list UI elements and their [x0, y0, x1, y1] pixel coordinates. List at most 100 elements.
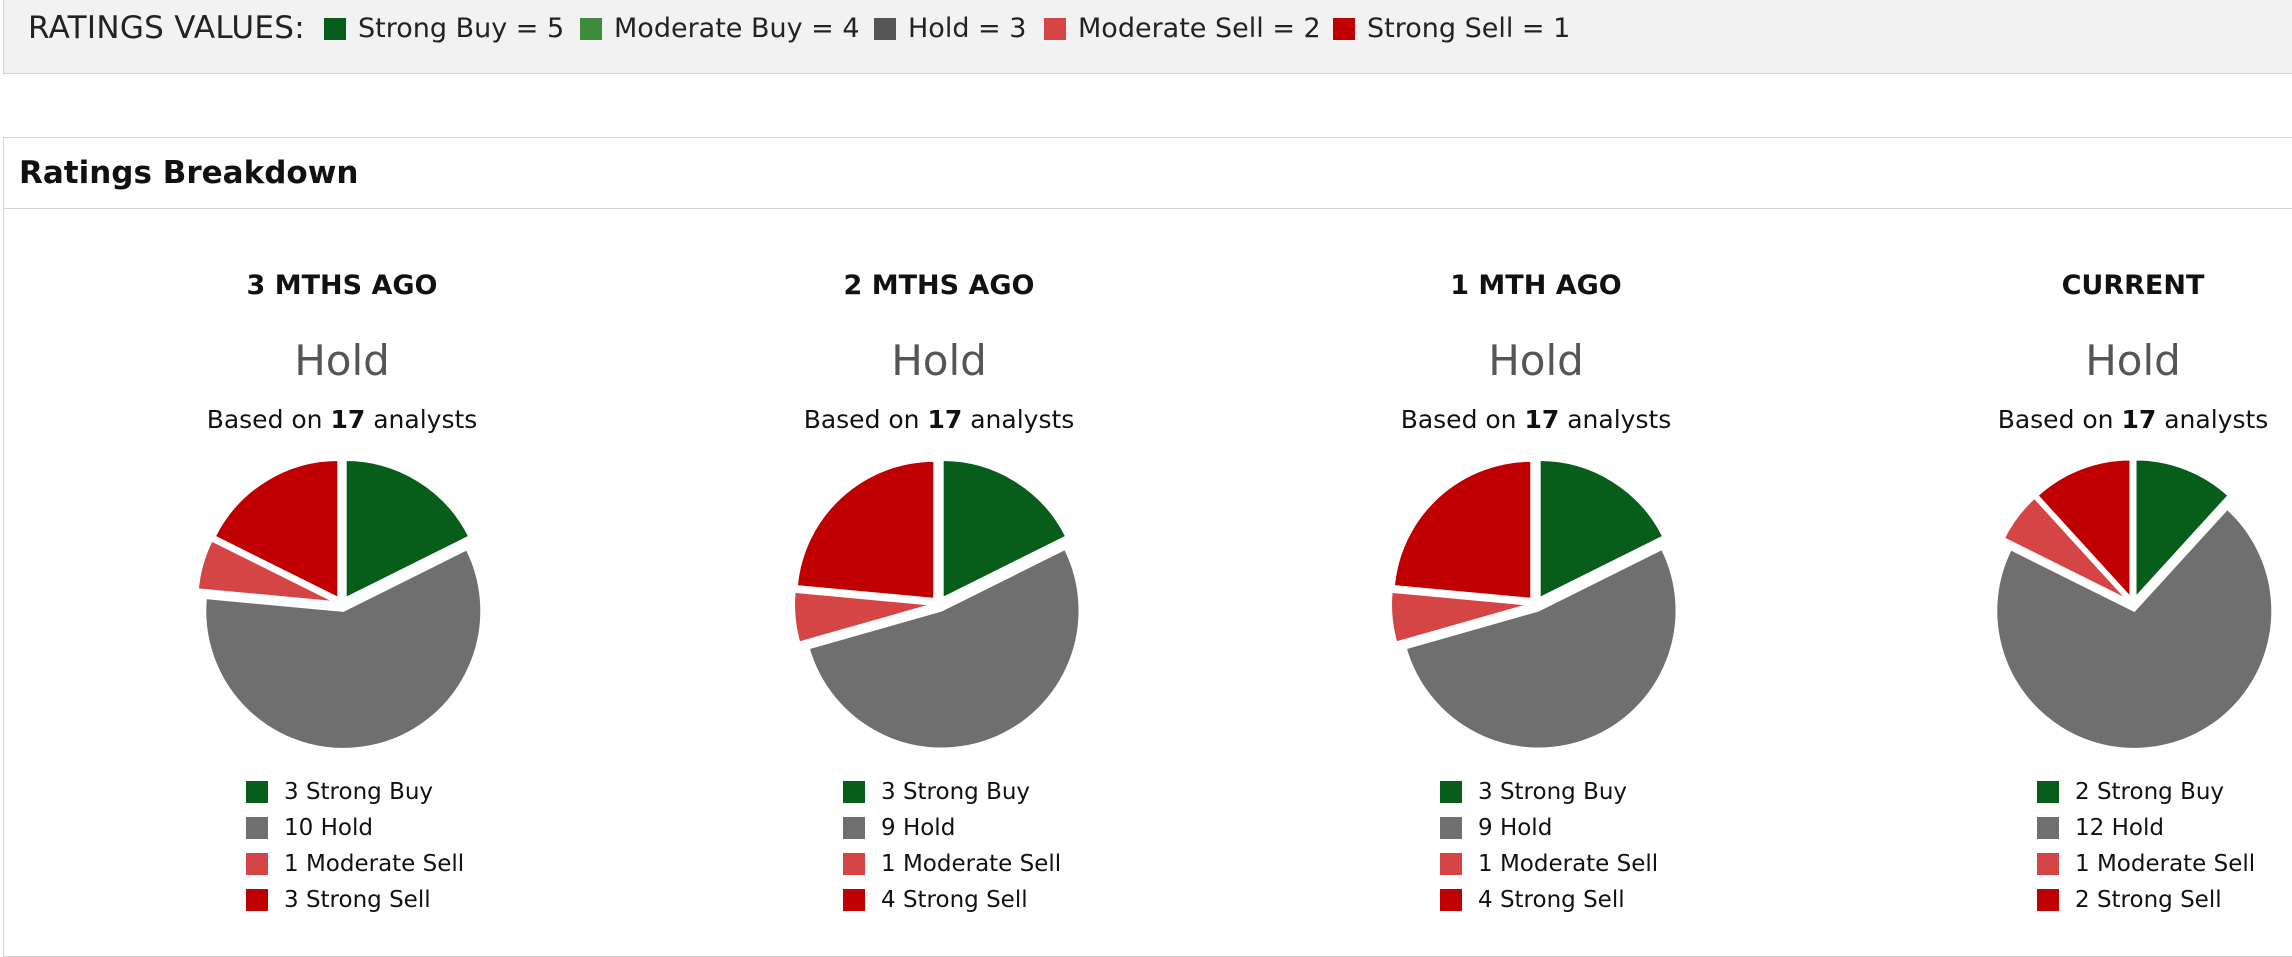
chart-1-slice-hold[interactable] — [204, 548, 483, 750]
chart-4-slice-moderate-sell[interactable] — [2002, 496, 2129, 601]
chart-3-legend-label: 1 Moderate Sell — [1478, 851, 1659, 877]
strong-sell-swatch — [2037, 889, 2059, 911]
chart-4-legend-hold: 12 Hold — [2037, 810, 2255, 846]
chart-2-slice-hold[interactable] — [807, 548, 1081, 750]
hold-swatch — [2037, 817, 2059, 839]
chart-4-legend: 2 Strong Buy 12 Hold 1 Moderate Sell 2 Stro… — [2037, 774, 2255, 918]
legend-moderate-sell: Moderate Sell = 2 — [1044, 13, 1321, 44]
chart-4-period-title: CURRENT — [2061, 270, 2205, 301]
chart-2-slice-strong-sell[interactable] — [795, 459, 936, 600]
strong-buy-swatch — [1440, 781, 1462, 803]
moderate-sell-swatch — [2037, 853, 2059, 875]
chart-2-legend-label: 3 Strong Buy — [881, 779, 1031, 805]
chart-3-slice-hold[interactable] — [1404, 548, 1678, 750]
strong-buy-swatch — [843, 781, 865, 803]
legend-hold-label: Hold = 3 — [908, 13, 1027, 44]
chart-3-analyst-number: 17 — [1524, 405, 1560, 434]
legend-moderate-sell-label: Moderate Sell = 2 — [1078, 13, 1321, 44]
chart-3-consensus: Hold — [1488, 336, 1584, 385]
chart-2-legend-label: 9 Hold — [881, 815, 956, 841]
legend-strong-sell: Strong Sell = 1 — [1333, 13, 1570, 44]
chart-1-consensus: Hold — [294, 336, 390, 385]
chart-4-legend-strong-buy: 2 Strong Buy — [2037, 774, 2255, 810]
chart-1-legend-moderate-sell: 1 Moderate Sell — [246, 846, 464, 882]
chart-2-period-title: 2 MTHS AGO — [843, 270, 1035, 301]
chart-4-legend-label: 2 Strong Buy — [2075, 779, 2225, 805]
chart-2-slice-moderate-sell[interactable] — [793, 590, 934, 644]
chart-4-slice-strong-sell[interactable] — [2036, 458, 2132, 599]
chart-4-analyst-number: 17 — [2121, 405, 2157, 434]
chart-3-legend-label: 9 Hold — [1478, 815, 1553, 841]
chart-3-analyst-count: Based on 17 analysts — [1400, 405, 1672, 434]
chart-4-legend-moderate-sell: 1 Moderate Sell — [2037, 846, 2255, 882]
chart-1-slice-moderate-sell[interactable] — [196, 539, 337, 604]
panel-header: Ratings Breakdown — [4, 138, 2292, 209]
chart-4-legend-strong-sell: 2 Strong Sell — [2037, 882, 2255, 918]
chart-1-legend-strong-buy: 3 Strong Buy — [246, 774, 464, 810]
chart-3-slice-strong-sell[interactable] — [1392, 459, 1533, 600]
chart-1-legend-label: 1 Moderate Sell — [284, 851, 465, 877]
legend-moderate-buy: Moderate Buy = 4 — [580, 13, 860, 44]
chart-2-legend-strong-buy: 3 Strong Buy — [843, 774, 1061, 810]
moderate-sell-swatch — [246, 853, 268, 875]
strong-sell-swatch — [1440, 889, 1462, 911]
panel-title: Ratings Breakdown — [19, 155, 359, 191]
moderate-sell-swatch — [843, 853, 865, 875]
chart-1-legend-label: 10 Hold — [284, 815, 373, 841]
chart-4-legend-label: 1 Moderate Sell — [2075, 851, 2256, 877]
chart-1-pie — [196, 459, 483, 750]
chart-2-analyst-count: Based on 17 analysts — [803, 405, 1075, 434]
chart-3-slice-strong-buy[interactable] — [1538, 459, 1665, 600]
strong-buy-swatch — [246, 781, 268, 803]
legend-strong-buy: Strong Buy = 5 — [324, 13, 564, 44]
legend-strong-buy-label: Strong Buy = 5 — [358, 13, 565, 44]
chart-1-period-title: 3 MTHS AGO — [246, 270, 438, 301]
ratings-values-bar: RATINGS VALUES: Strong Buy = 5 Moderate … — [3, 0, 2292, 74]
chart-2-slice-strong-buy[interactable] — [941, 459, 1068, 600]
moderate-sell-swatch — [1044, 17, 1066, 40]
chart-2-legend-label: 1 Moderate Sell — [881, 851, 1062, 877]
chart-2-analyst-number: 17 — [927, 405, 963, 434]
strong-buy-swatch — [324, 17, 346, 40]
chart-2-legend-label: 4 Strong Sell — [881, 887, 1028, 913]
legend-moderate-buy-label: Moderate Buy = 4 — [614, 13, 860, 44]
hold-swatch — [246, 817, 268, 839]
chart-3-pie — [1390, 459, 1678, 750]
chart-2-legend: 3 Strong Buy 9 Hold 1 Moderate Sell 4 Stron… — [843, 774, 1061, 918]
chart-2-legend-hold: 9 Hold — [843, 810, 1061, 846]
chart-1-legend-label: 3 Strong Buy — [284, 779, 434, 805]
chart-3-period-title: 1 MTH AGO — [1450, 270, 1622, 301]
chart-2-pie — [793, 459, 1081, 750]
chart-2-legend-strong-sell: 4 Strong Sell — [843, 882, 1061, 918]
chart-3-slice-moderate-sell[interactable] — [1390, 590, 1531, 644]
hold-swatch — [843, 817, 865, 839]
chart-4-legend-label: 2 Strong Sell — [2075, 887, 2222, 913]
chart-1-slice-strong-buy[interactable] — [344, 459, 471, 600]
chart-2-consensus: Hold — [891, 336, 987, 385]
strong-sell-swatch — [843, 889, 865, 911]
ratings-values-title: RATINGS VALUES: — [28, 10, 305, 46]
chart-3-legend-strong-buy: 3 Strong Buy — [1440, 774, 1658, 810]
chart-4-analyst-count: Based on 17 analysts — [1997, 405, 2269, 434]
chart-1-legend-label: 3 Strong Sell — [284, 887, 431, 913]
hold-swatch — [874, 17, 896, 40]
chart-3-legend-label: 3 Strong Buy — [1478, 779, 1628, 805]
chart-1-legend-strong-sell: 3 Strong Sell — [246, 882, 464, 918]
chart-3-legend: 3 Strong Buy 9 Hold 1 Moderate Sell 4 Stron… — [1440, 774, 1658, 918]
strong-buy-swatch — [2037, 781, 2059, 803]
chart-1-legend: 3 Strong Buy 10 Hold 1 Moderate Sell 3 Stro… — [246, 774, 464, 918]
moderate-sell-swatch — [1440, 853, 1462, 875]
chart-4-pie — [1995, 458, 2274, 750]
chart-1-analyst-number: 17 — [330, 405, 366, 434]
chart-4-legend-label: 12 Hold — [2075, 815, 2164, 841]
chart-3-legend-moderate-sell: 1 Moderate Sell — [1440, 846, 1658, 882]
chart-2-legend-moderate-sell: 1 Moderate Sell — [843, 846, 1061, 882]
chart-1-analyst-count: Based on 17 analysts — [206, 405, 478, 434]
chart-3-legend-strong-sell: 4 Strong Sell — [1440, 882, 1658, 918]
strong-sell-swatch — [1333, 17, 1355, 40]
chart-4-slice-strong-buy[interactable] — [2134, 458, 2230, 599]
legend-strong-sell-label: Strong Sell = 1 — [1367, 13, 1571, 44]
chart-4-slice-hold[interactable] — [1995, 507, 2274, 750]
chart-1-slice-strong-sell[interactable] — [213, 459, 340, 600]
strong-sell-swatch — [246, 889, 268, 911]
